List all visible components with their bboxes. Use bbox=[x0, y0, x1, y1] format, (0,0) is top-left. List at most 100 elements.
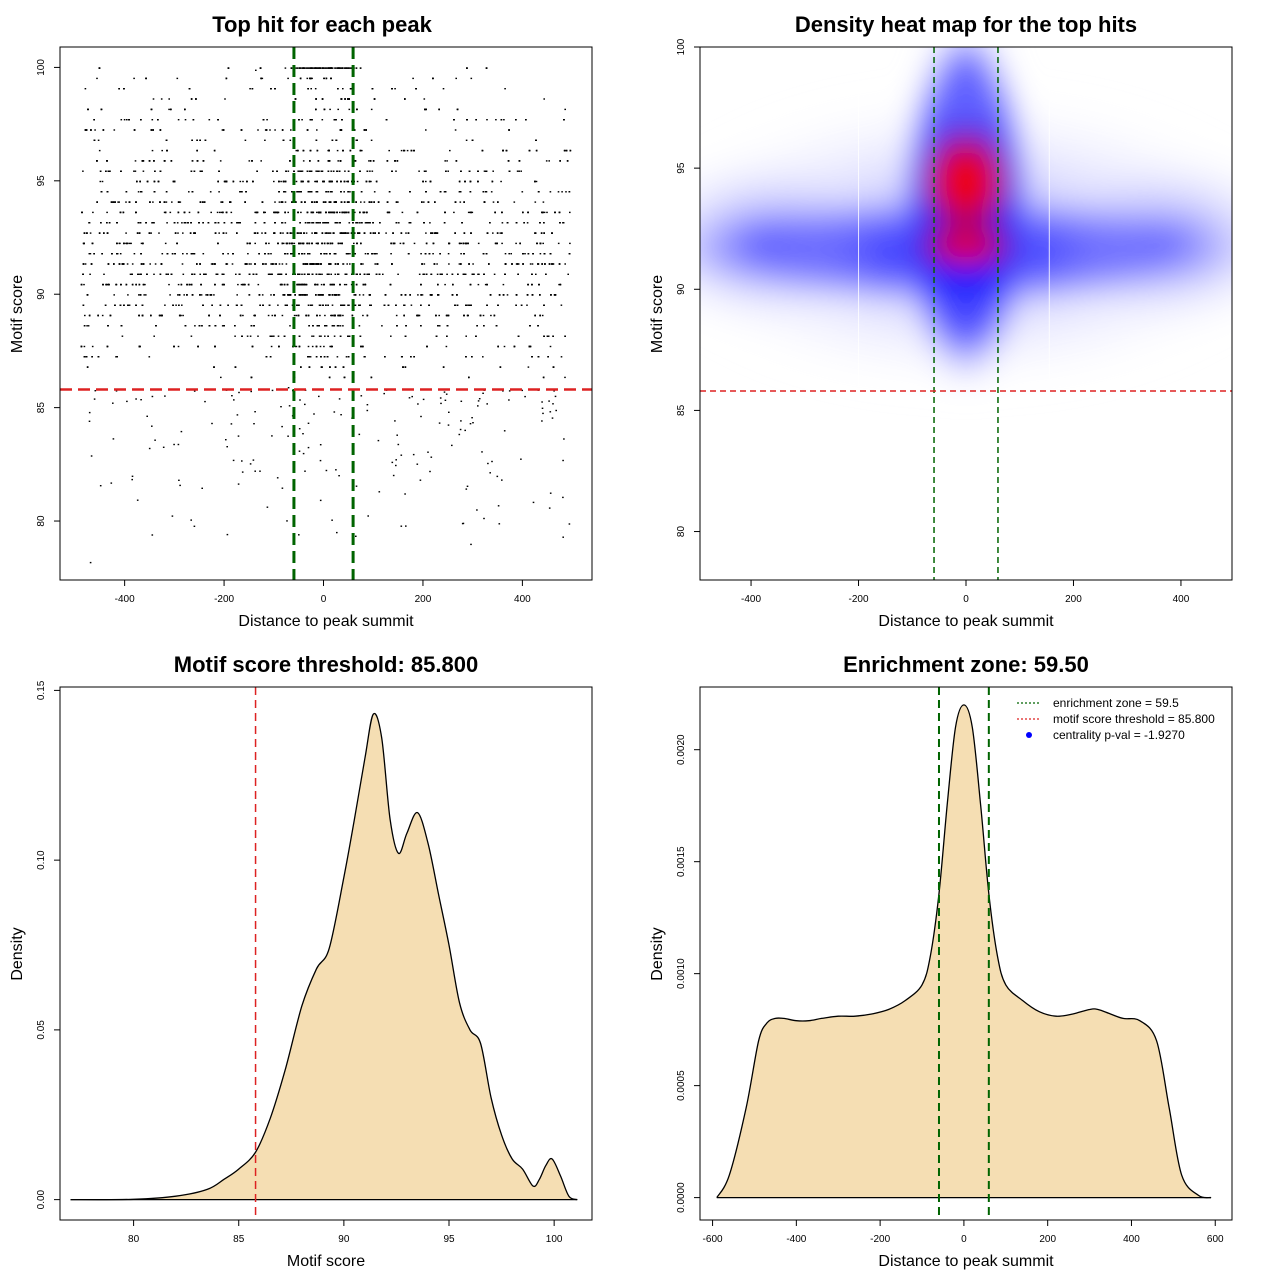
scatter-point bbox=[328, 376, 331, 379]
scatter-point bbox=[338, 294, 341, 296]
scatter-point bbox=[483, 325, 485, 327]
scatter-point bbox=[492, 232, 494, 234]
scatter-point bbox=[208, 314, 210, 317]
scatter-point bbox=[485, 253, 488, 255]
scatter-point bbox=[348, 335, 351, 337]
scatter-point bbox=[190, 253, 193, 255]
scatter-point bbox=[161, 149, 163, 152]
scatter-point bbox=[345, 253, 348, 255]
scatter-point bbox=[330, 314, 332, 317]
scatter-point bbox=[356, 273, 358, 275]
scatter-point bbox=[285, 242, 288, 245]
scatter-point bbox=[264, 253, 266, 255]
scatter-point bbox=[334, 366, 337, 368]
scatter-point bbox=[335, 139, 338, 141]
scatter-point bbox=[329, 253, 331, 255]
scatter-point bbox=[331, 211, 333, 214]
scatter-point bbox=[324, 325, 326, 327]
scatter-point bbox=[305, 283, 308, 286]
scatter-point bbox=[329, 345, 331, 348]
scatter-point bbox=[465, 139, 468, 141]
scatter-point bbox=[336, 170, 338, 172]
scatter-point bbox=[359, 211, 361, 214]
scatter-point bbox=[209, 191, 212, 193]
scatter-point bbox=[154, 263, 157, 265]
scatter-point bbox=[543, 211, 546, 214]
scatter-point bbox=[137, 273, 139, 275]
scatter-point bbox=[563, 119, 565, 121]
scatter-point bbox=[336, 149, 339, 152]
scatter-point bbox=[128, 201, 131, 203]
scatter-point bbox=[142, 170, 145, 172]
scatter-point bbox=[347, 335, 349, 337]
scatter-point bbox=[186, 294, 188, 296]
scatter-point bbox=[333, 325, 336, 327]
scatter-point bbox=[568, 253, 571, 255]
scatter-point bbox=[482, 191, 485, 193]
scatter-point bbox=[248, 160, 251, 162]
scatter-point bbox=[291, 253, 294, 255]
scatter-point bbox=[170, 160, 173, 162]
scatter-point bbox=[548, 263, 551, 265]
scatter-point bbox=[300, 283, 302, 286]
scatter-point bbox=[381, 325, 383, 327]
scatter-point bbox=[558, 211, 561, 214]
scatter-point bbox=[202, 201, 204, 203]
scatter-point bbox=[343, 191, 345, 193]
scatter-point bbox=[364, 283, 366, 286]
scatter-point bbox=[279, 283, 282, 286]
scatter-point bbox=[149, 201, 151, 203]
scatter-point bbox=[89, 253, 92, 255]
scatter-point bbox=[274, 201, 276, 203]
scatter-point bbox=[346, 263, 348, 265]
scatter-point bbox=[177, 201, 180, 203]
scatter-point bbox=[310, 263, 313, 265]
scatter-point bbox=[246, 242, 249, 245]
scatter-point bbox=[429, 222, 431, 224]
scatter-point bbox=[337, 294, 340, 296]
scatter-point bbox=[309, 149, 312, 152]
scatter-point bbox=[121, 263, 124, 265]
scatter-point bbox=[107, 263, 110, 265]
scatter-point bbox=[312, 335, 315, 337]
scatter-point bbox=[395, 201, 398, 203]
scatter-point bbox=[163, 201, 166, 203]
scatter-point bbox=[365, 180, 368, 183]
scatter-point bbox=[378, 273, 381, 275]
scatter-point bbox=[112, 201, 115, 203]
scatter-point bbox=[504, 263, 507, 265]
scatter-point bbox=[346, 180, 348, 183]
scatter-point bbox=[171, 253, 174, 255]
scatter-point bbox=[164, 242, 167, 245]
scatter-point bbox=[339, 283, 341, 286]
scatter-point bbox=[281, 222, 284, 224]
scatter-point bbox=[385, 232, 387, 234]
scatter-point bbox=[495, 325, 498, 327]
scatter-point bbox=[271, 273, 273, 275]
scatter-point bbox=[459, 201, 462, 203]
scatter-point bbox=[163, 160, 166, 162]
scatter-point bbox=[273, 180, 275, 183]
scatter-point bbox=[193, 170, 196, 172]
scatter-point bbox=[249, 335, 252, 337]
scatter-point bbox=[309, 119, 312, 121]
scatter-point bbox=[227, 304, 229, 306]
scatter-point bbox=[277, 242, 279, 245]
scatter-point bbox=[339, 211, 341, 214]
scatter-point bbox=[466, 314, 469, 317]
scatter-point bbox=[146, 180, 149, 183]
scatter-point bbox=[446, 335, 448, 337]
scatter-point bbox=[356, 180, 359, 183]
scatter-point bbox=[366, 314, 369, 317]
scatter-point bbox=[217, 242, 219, 245]
scatter-point bbox=[240, 283, 243, 286]
scatter-point bbox=[310, 88, 312, 90]
scatter-point bbox=[404, 366, 407, 368]
scatter-point bbox=[504, 253, 507, 255]
scatter-point bbox=[370, 108, 373, 111]
scatter-point bbox=[362, 345, 364, 348]
scatter-point bbox=[336, 356, 339, 358]
scatter-point bbox=[308, 366, 311, 368]
scatter-point bbox=[184, 119, 187, 121]
scatter-point bbox=[160, 98, 163, 100]
